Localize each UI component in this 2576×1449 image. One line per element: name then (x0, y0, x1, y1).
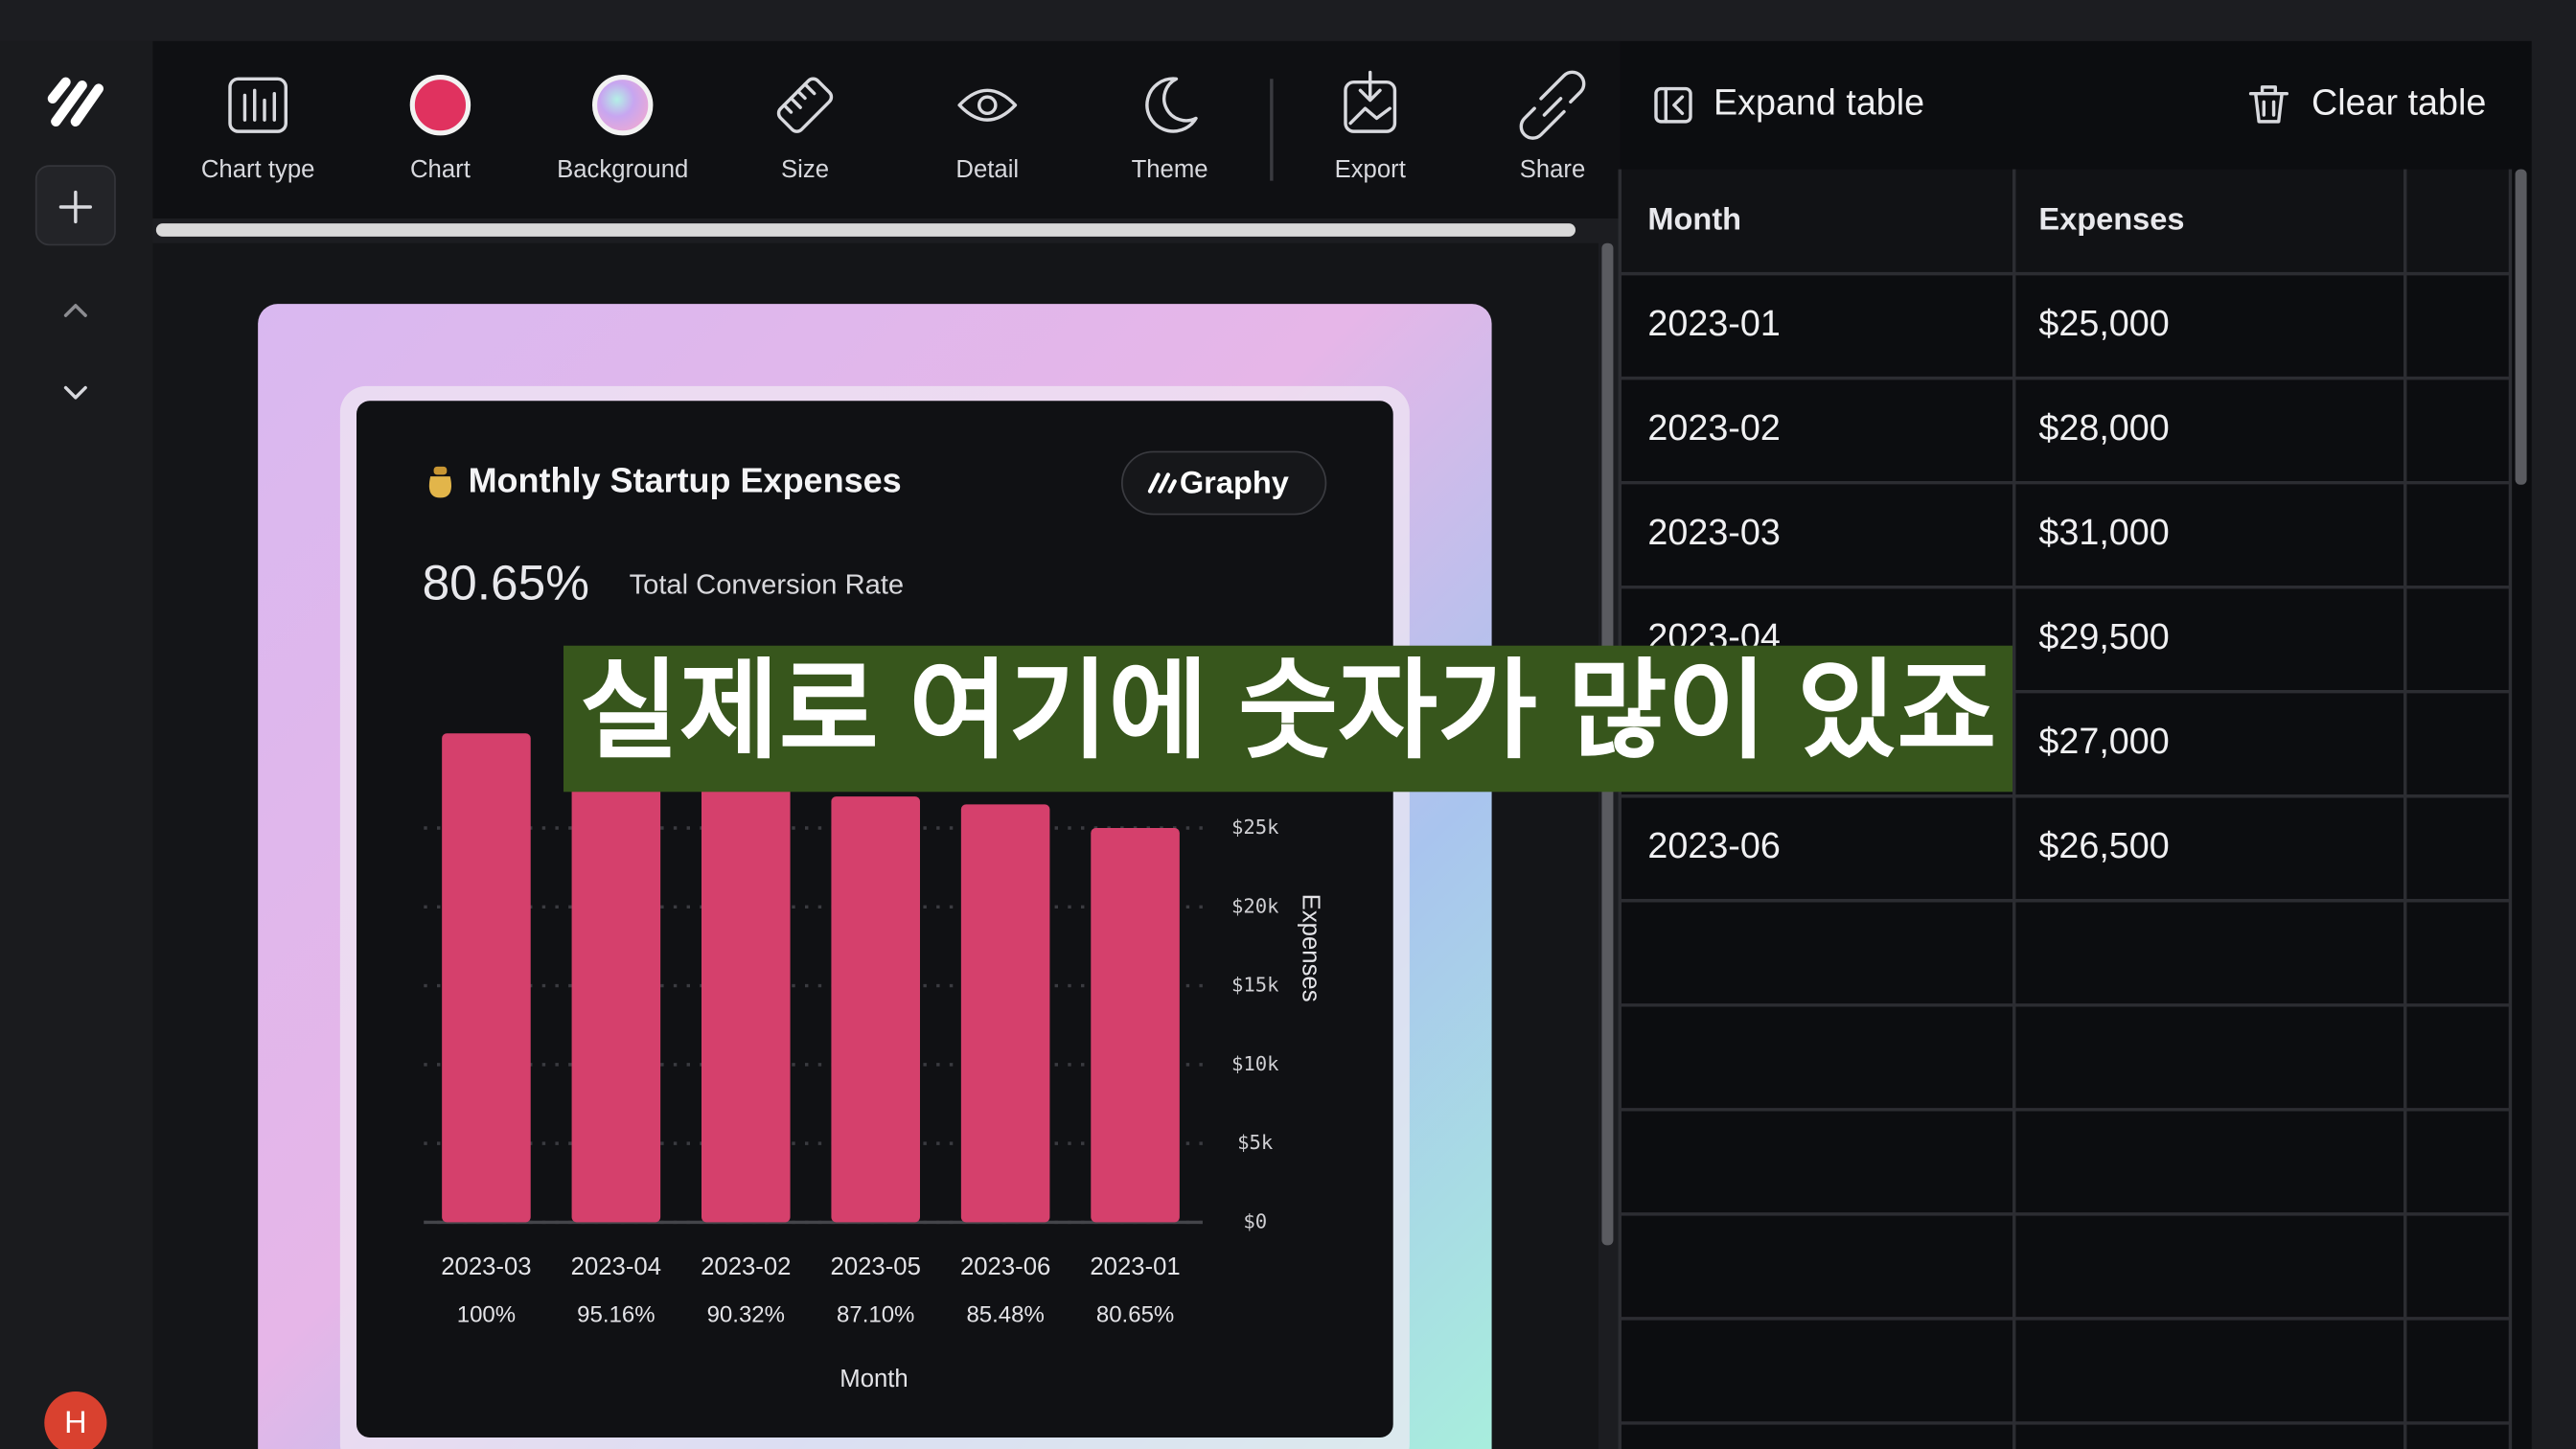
x-tick-sublabel: 90.32% (707, 1301, 785, 1327)
table-cell[interactable]: 2023-01 (1647, 303, 1780, 343)
x-tick-label: 2023-05 (831, 1254, 921, 1280)
x-tick-sublabel: 85.48% (966, 1301, 1044, 1327)
y-axis-label: Expenses (1297, 894, 1323, 1002)
brand-badge[interactable] (1121, 450, 1327, 516)
expand-icon (1654, 86, 1692, 124)
brand-logo (1147, 472, 1177, 494)
x-tick-label: 2023-04 (571, 1254, 661, 1280)
toolbar-label[interactable]: Chart (410, 156, 471, 183)
toolbar-icons (228, 70, 1586, 181)
x-tick-sublabel: 80.65% (1096, 1301, 1174, 1327)
bar (1091, 828, 1180, 1223)
table-cell[interactable]: $25,000 (2038, 303, 2169, 343)
table-header (1620, 169, 2511, 274)
plus-icon (58, 190, 92, 224)
title-icon (428, 466, 451, 498)
logo (47, 77, 104, 126)
column-header: Month (1647, 202, 1741, 237)
column-header: Expenses (2038, 202, 2184, 237)
chevron-down[interactable] (63, 385, 87, 400)
x-tick-label: 2023-02 (701, 1254, 791, 1280)
y-tick-label: $15k (1231, 974, 1279, 997)
toolbar-label[interactable]: Chart type (201, 156, 315, 183)
table-cell[interactable]: 2023-02 (1647, 407, 1780, 448)
y-tick-label: $10k (1231, 1052, 1279, 1075)
horizontal-scrollbar[interactable] (155, 223, 1576, 237)
brand-name: Graphy (1180, 465, 1289, 499)
x-tick-label: 2023-01 (1090, 1254, 1180, 1280)
table-cell[interactable]: $27,000 (2038, 721, 2169, 761)
toolbar-label[interactable]: Detail (955, 156, 1019, 183)
table-cell[interactable]: $26,500 (2038, 825, 2169, 865)
bar (960, 804, 1050, 1223)
toolbar-label[interactable]: Background (557, 156, 688, 183)
y-tick-label: $20k (1231, 894, 1279, 917)
table-cell[interactable]: $28,000 (2038, 407, 2169, 448)
table-scrollbar[interactable] (2515, 169, 2527, 485)
chevron-up[interactable] (63, 304, 87, 317)
bar (702, 780, 791, 1223)
headline-label: Total Conversion Rate (630, 570, 905, 601)
caption-box (564, 645, 2012, 793)
clear-table[interactable]: Clear table (2312, 82, 2486, 123)
toolbar (152, 40, 1621, 218)
table-cell[interactable]: 2023-03 (1647, 512, 1780, 552)
x-tick-sublabel: 100% (457, 1301, 516, 1327)
y-tick-label: $0 (1243, 1209, 1267, 1232)
x-tick-label: 2023-03 (441, 1254, 531, 1280)
y-tick-label: $25k (1231, 816, 1279, 839)
expand-table[interactable]: Expand table (1714, 82, 1924, 123)
bar (571, 756, 661, 1223)
sidebar (0, 40, 153, 1449)
table-cell[interactable]: $31,000 (2038, 512, 2169, 552)
table-cell[interactable]: $29,500 (2038, 616, 2169, 656)
chart-title: Monthly Startup Expenses (469, 461, 902, 500)
bar (442, 733, 531, 1223)
avatar-initial: H (64, 1405, 87, 1439)
x-tick-label: 2023-06 (960, 1254, 1050, 1280)
toolbar-label[interactable]: Export (1335, 156, 1406, 183)
x-tick-sublabel: 87.10% (837, 1301, 914, 1327)
toolbar-label[interactable]: Theme (1132, 156, 1208, 183)
toolbar-label[interactable]: Size (781, 156, 829, 183)
caption: 실제로 여기에 숫자가 많이 있죠 (580, 651, 1997, 771)
table-cell[interactable]: 2023-06 (1647, 825, 1780, 865)
x-axis-label: Month (840, 1366, 908, 1392)
trash-icon (2248, 85, 2288, 124)
y-tick-label: $5k (1237, 1131, 1274, 1154)
headline-value: 80.65% (423, 555, 589, 610)
bar (831, 796, 920, 1223)
toolbar-label[interactable]: Share (1520, 156, 1586, 183)
expand-arrow (1664, 86, 1685, 124)
x-tick-sublabel: 95.16% (577, 1301, 655, 1327)
avatar[interactable] (44, 1392, 107, 1449)
